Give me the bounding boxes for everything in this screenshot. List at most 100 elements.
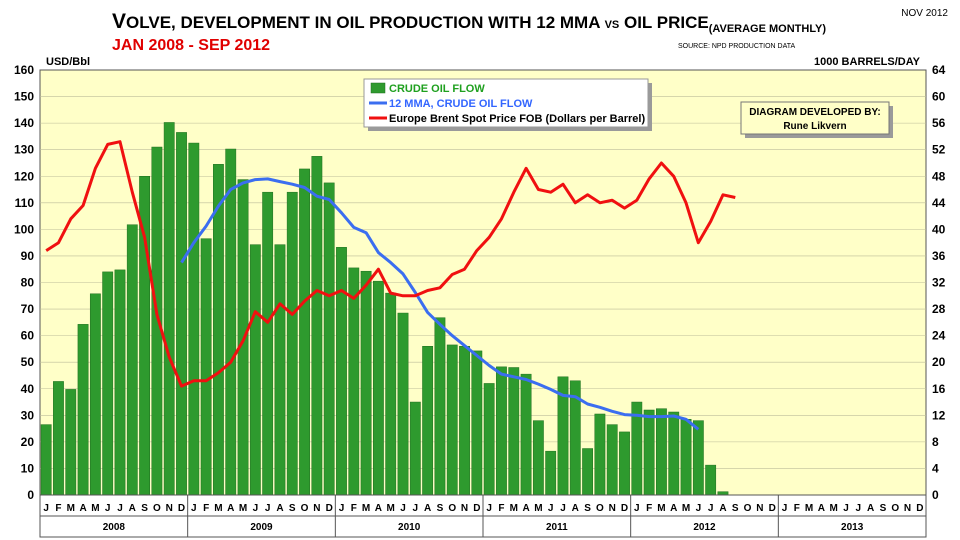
bar-crude-oil-flow xyxy=(225,148,237,496)
month-tick-label: A xyxy=(424,503,431,514)
credit-line-2: Rune Likvern xyxy=(783,121,846,132)
left-axis-unit: USD/Bbl xyxy=(46,56,90,68)
month-tick-label: M xyxy=(387,503,395,514)
month-tick-label: F xyxy=(55,503,61,514)
legend-label-mma: 12 MMA, CRUDE OIL FLOW xyxy=(389,98,533,110)
bar-crude-oil-flow xyxy=(520,373,532,496)
month-tick-label: M xyxy=(67,503,75,514)
year-label: 2012 xyxy=(693,522,716,533)
bar-crude-oil-flow xyxy=(348,267,360,496)
left-tick-label: 70 xyxy=(21,302,35,316)
month-tick-label: S xyxy=(141,503,148,514)
month-tick-label: S xyxy=(880,503,887,514)
bar-crude-oil-flow xyxy=(545,450,557,496)
bar-crude-oil-flow xyxy=(336,247,347,496)
legend-box xyxy=(363,78,649,128)
bar-crude-oil-flow xyxy=(397,312,409,496)
month-tick-label: A xyxy=(227,503,234,514)
bar-crude-oil-flow xyxy=(422,346,434,496)
month-tick-label: A xyxy=(867,503,874,514)
chart-title: VOLVE, DEVELOPMENT IN OIL PRODUCTION WIT… xyxy=(112,10,826,35)
legend: CRUDE OIL FLOW 12 MMA, CRUDE OIL FLOW Eu… xyxy=(363,78,652,131)
year-label: 2008 xyxy=(103,522,126,533)
bar-crude-oil-flow xyxy=(286,191,298,496)
right-tick-label: 28 xyxy=(932,302,946,316)
left-tick-label: 130 xyxy=(14,143,34,157)
month-tick-label: O xyxy=(448,503,456,514)
month-tick-label: A xyxy=(276,503,283,514)
month-tick-label: N xyxy=(609,503,616,514)
month-tick-label: J xyxy=(265,503,271,514)
bar-crude-oil-flow xyxy=(409,401,421,496)
left-tick-label: 120 xyxy=(14,169,34,183)
month-tick-label: A xyxy=(129,503,136,514)
bar-crude-oil-flow xyxy=(606,424,618,496)
month-tick-label: M xyxy=(805,503,813,514)
bar-crude-oil-flow xyxy=(594,413,606,496)
month-tick-label: S xyxy=(584,503,591,514)
bar-crude-oil-flow xyxy=(680,419,692,496)
month-tick-label: N xyxy=(756,503,763,514)
month-tick-label: J xyxy=(782,503,788,514)
title-olve: OLVE, xyxy=(126,13,180,32)
crude-oil-flow-bars xyxy=(40,122,729,496)
month-tick-label: S xyxy=(732,503,739,514)
bar-crude-oil-flow xyxy=(77,324,89,496)
right-tick-label: 0 xyxy=(932,488,939,502)
left-tick-label: 90 xyxy=(21,249,35,263)
month-tick-label: D xyxy=(178,503,185,514)
month-tick-label: O xyxy=(596,503,604,514)
month-tick-label: J xyxy=(843,503,849,514)
month-tick-label: D xyxy=(916,503,923,514)
month-tick-label: M xyxy=(510,503,518,514)
year-label: 2010 xyxy=(398,522,421,533)
bar-crude-oil-flow xyxy=(705,464,717,496)
right-tick-label: 32 xyxy=(932,276,946,290)
right-tick-label: 60 xyxy=(932,90,946,104)
corner-date: NOV 2012 xyxy=(901,8,948,19)
left-tick-label: 50 xyxy=(21,355,35,369)
bar-crude-oil-flow xyxy=(668,411,680,496)
month-tick-label: O xyxy=(744,503,752,514)
month-tick-label: F xyxy=(794,503,800,514)
line-brent-price xyxy=(45,140,736,388)
month-tick-label: O xyxy=(301,503,309,514)
right-tick-label: 16 xyxy=(932,382,946,396)
month-tick-label: A xyxy=(79,503,86,514)
month-tick-label: J xyxy=(191,503,197,514)
bar-crude-oil-flow xyxy=(360,270,372,496)
month-tick-label: D xyxy=(473,503,480,514)
month-tick-label: M xyxy=(239,503,247,514)
right-tick-label: 4 xyxy=(932,461,939,475)
bar-crude-oil-flow xyxy=(274,244,286,496)
month-tick-label: A xyxy=(818,503,825,514)
bar-crude-oil-flow xyxy=(385,292,397,496)
left-tick-label: 100 xyxy=(14,222,34,236)
month-tick-label: A xyxy=(522,503,529,514)
right-tick-label: 12 xyxy=(932,408,946,422)
bar-crude-oil-flow xyxy=(126,224,138,496)
month-tick-label: S xyxy=(289,503,296,514)
right-tick-label: 52 xyxy=(932,143,946,157)
title-main: DEVELOPMENT IN OIL PRODUCTION WITH 12 MM… xyxy=(181,13,605,32)
month-tick-label: A xyxy=(670,503,677,514)
bar-crude-oil-flow xyxy=(532,420,544,496)
right-axis-unit: 1000 BARRELS/DAY xyxy=(814,56,921,68)
month-tick-label: D xyxy=(621,503,628,514)
month-tick-label: J xyxy=(105,503,111,514)
month-tick-label: J xyxy=(43,503,49,514)
month-tick-label: J xyxy=(486,503,492,514)
bar-crude-oil-flow xyxy=(262,191,274,496)
month-tick-label: J xyxy=(856,503,862,514)
right-tick-label: 56 xyxy=(932,116,946,130)
month-tick-label: A xyxy=(572,503,579,514)
series-lines xyxy=(45,140,736,431)
bar-crude-oil-flow xyxy=(102,271,114,496)
gridlines xyxy=(40,96,926,469)
legend-label-crude-oil-flow: CRUDE OIL FLOW xyxy=(389,83,485,95)
year-label: 2011 xyxy=(546,522,568,533)
left-tick-label: 10 xyxy=(21,461,35,475)
left-tick-label: 20 xyxy=(21,435,35,449)
bar-crude-oil-flow xyxy=(373,280,384,496)
right-tick-label: 24 xyxy=(932,329,946,343)
